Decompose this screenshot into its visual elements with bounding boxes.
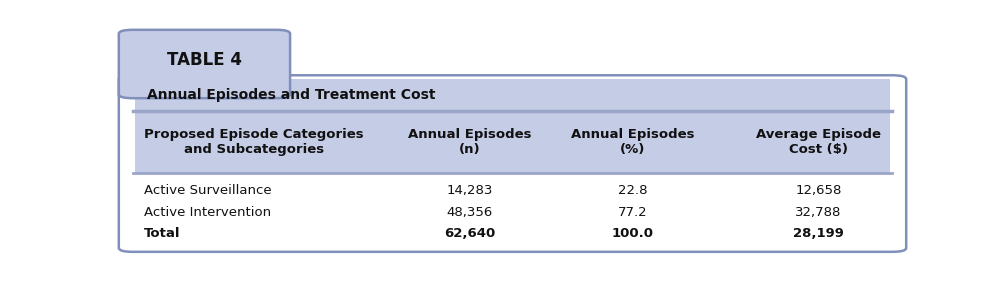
Text: 28,199: 28,199 [793, 227, 844, 240]
Text: Annual Episodes
(%): Annual Episodes (%) [571, 128, 694, 156]
Text: 32,788: 32,788 [795, 206, 842, 219]
FancyBboxPatch shape [119, 75, 906, 252]
Text: 62,640: 62,640 [444, 227, 496, 240]
Text: 14,283: 14,283 [447, 184, 493, 197]
Text: 12,658: 12,658 [795, 184, 842, 197]
Text: Annual Episodes
(n): Annual Episodes (n) [408, 128, 532, 156]
Text: TABLE 4: TABLE 4 [167, 51, 242, 69]
Text: Total: Total [144, 227, 181, 240]
Text: 77.2: 77.2 [618, 206, 647, 219]
Text: Active Intervention: Active Intervention [144, 206, 272, 219]
FancyBboxPatch shape [135, 110, 890, 173]
FancyBboxPatch shape [135, 79, 890, 110]
Text: Average Episode
Cost ($): Average Episode Cost ($) [756, 128, 881, 156]
Text: Active Surveillance: Active Surveillance [144, 184, 272, 197]
FancyBboxPatch shape [137, 87, 272, 96]
Text: Proposed Episode Categories
and Subcategories: Proposed Episode Categories and Subcateg… [144, 128, 364, 156]
FancyBboxPatch shape [119, 30, 290, 98]
Text: 22.8: 22.8 [618, 184, 647, 197]
Text: 48,356: 48,356 [447, 206, 493, 219]
Text: 100.0: 100.0 [612, 227, 654, 240]
Text: Annual Episodes and Treatment Cost: Annual Episodes and Treatment Cost [147, 88, 435, 102]
